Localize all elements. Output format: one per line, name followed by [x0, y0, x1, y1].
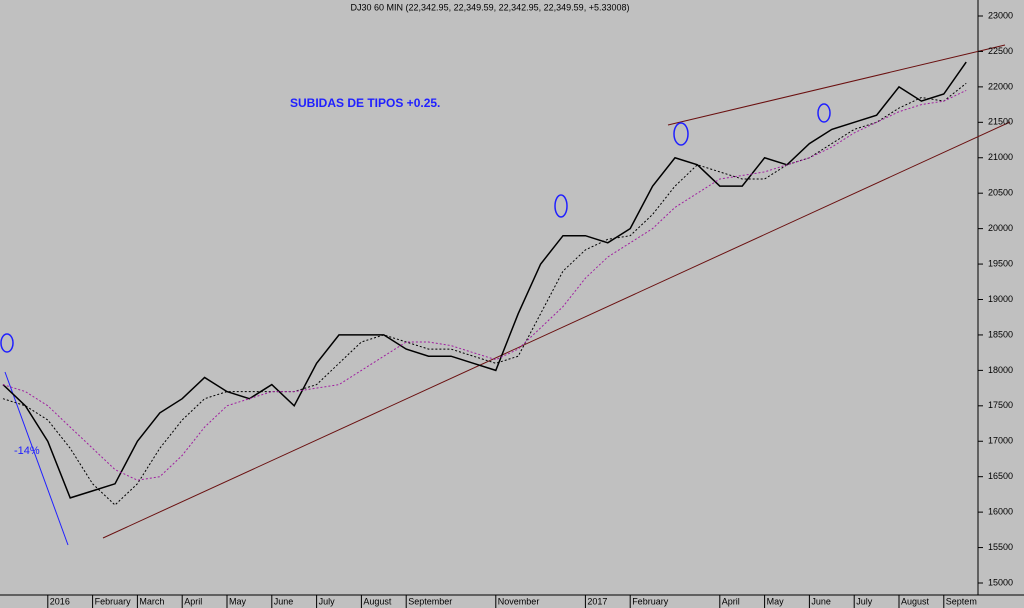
y-tick-label: 21000	[988, 152, 1013, 162]
x-tick-label: March	[139, 596, 164, 606]
x-tick-label: 2016	[50, 596, 70, 606]
x-tick-label: November	[498, 596, 540, 606]
x-tick-label: February	[95, 596, 132, 606]
series-line	[2, 61, 967, 499]
chart-title: DJ30 60 MIN (22,342.95, 22,349.59, 22,34…	[351, 2, 630, 12]
x-tick-label: July	[319, 596, 336, 606]
x-tick-label: May	[767, 596, 785, 606]
marker-circle	[817, 103, 831, 123]
x-tick-label: February	[632, 596, 669, 606]
y-tick-label: 20500	[988, 188, 1013, 198]
y-tick-label: 21500	[988, 117, 1013, 127]
y-tick-label: 19500	[988, 258, 1013, 268]
x-tick-label: June	[274, 596, 294, 606]
marker-circle	[673, 122, 689, 146]
x-tick-label: June	[811, 596, 831, 606]
x-tick-label: September	[408, 596, 452, 606]
x-tick-label: Septem	[946, 596, 977, 606]
annotation: SUBIDAS DE TIPOS +0.25.	[290, 96, 440, 110]
y-tick-label: 15000	[988, 577, 1013, 587]
y-tick-label: 22500	[988, 46, 1013, 56]
y-tick-label: 23000	[988, 10, 1013, 20]
annotation: -14%	[14, 445, 40, 457]
y-tick-label: 17500	[988, 400, 1013, 410]
drawdown-line	[4, 371, 69, 546]
trend-line	[667, 44, 1006, 126]
trend-line	[102, 121, 1011, 539]
x-tick-label: May	[229, 596, 247, 606]
marker-circle	[554, 194, 568, 218]
x-tick-label: April	[722, 596, 740, 606]
x-tick-label: April	[184, 596, 202, 606]
y-tick-label: 22000	[988, 81, 1013, 91]
series-line	[2, 89, 967, 481]
x-tick-label: July	[856, 596, 873, 606]
y-tick-label: 20000	[988, 223, 1013, 233]
x-tick-label: August	[363, 596, 392, 606]
y-tick-label: 16000	[988, 507, 1013, 517]
y-tick-label: 19000	[988, 294, 1013, 304]
y-tick-label: 16500	[988, 471, 1013, 481]
y-tick-label: 18000	[988, 365, 1013, 375]
marker-circle	[0, 333, 14, 353]
x-tick-label: 2017	[587, 596, 607, 606]
y-tick-label: 15500	[988, 542, 1013, 552]
y-tick-label: 17000	[988, 436, 1013, 446]
y-tick-label: 18500	[988, 329, 1013, 339]
x-tick-label: August	[901, 596, 930, 606]
